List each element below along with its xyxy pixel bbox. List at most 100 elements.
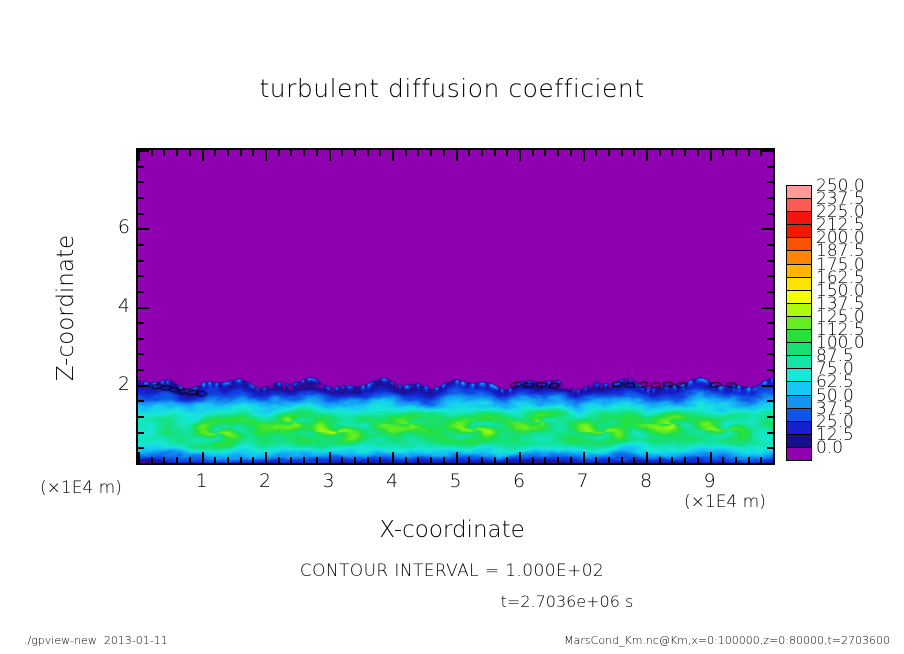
y-major-tick-right — [762, 150, 773, 152]
x-tick-label: 7 — [576, 470, 589, 492]
x-tick-label: 2 — [258, 470, 272, 492]
x-minor-tick — [506, 457, 508, 463]
y-major-tick — [138, 307, 149, 309]
colorbar-tick-label: 25.0 — [816, 411, 854, 432]
colorbar-band — [786, 368, 812, 383]
x-minor-tick-top — [671, 150, 673, 156]
x-minor-tick-top — [722, 150, 724, 156]
colorbar-band — [786, 237, 812, 252]
x-minor-tick — [252, 457, 254, 463]
y-minor-tick-right — [767, 260, 773, 262]
y-minor-tick-right — [767, 400, 773, 402]
x-minor-tick-top — [176, 150, 178, 156]
x-minor-tick — [671, 457, 673, 463]
x-major-tick — [138, 452, 140, 463]
x-major-tick-top — [646, 150, 648, 161]
y-minor-tick-right — [767, 291, 773, 293]
x-major-tick — [392, 452, 394, 463]
footer-dataset-label: MarsCond_Km.nc@Km,x=0:100000,z=0:80000,t… — [564, 634, 890, 647]
y-minor-tick — [138, 322, 144, 324]
x-minor-tick-top — [341, 150, 343, 156]
x-tick-label: 5 — [449, 470, 462, 492]
x-minor-tick-top — [570, 150, 572, 156]
x-minor-tick — [633, 457, 635, 463]
y-minor-tick-right — [767, 353, 773, 355]
colorbar-band — [786, 198, 812, 213]
colorbar-band — [786, 224, 812, 239]
y-minor-tick-right — [767, 213, 773, 215]
y-tick-label: 2 — [117, 372, 130, 395]
x-major-tick — [202, 452, 204, 463]
x-minor-tick-top — [405, 150, 407, 156]
y-minor-tick — [138, 432, 144, 434]
y-minor-tick-right — [767, 416, 773, 418]
colorbar-tick-label: 250.0 — [816, 176, 865, 196]
x-minor-tick-top — [760, 150, 762, 156]
x-minor-tick — [290, 457, 292, 463]
x-minor-tick — [163, 457, 165, 463]
x-minor-tick-top — [621, 150, 623, 156]
x-minor-tick-top — [544, 150, 546, 156]
x-minor-tick-top — [379, 150, 381, 156]
colorbar-band — [786, 289, 812, 304]
y-major-tick-right — [762, 307, 773, 309]
colorbar-band — [786, 446, 812, 461]
y-minor-tick-right — [767, 181, 773, 183]
colorbar-tick-label: 225.0 — [816, 202, 865, 223]
contour-interval-label: CONTOUR INTERVAL = 1.000E+02 — [299, 561, 605, 581]
colorbar-band — [786, 185, 812, 200]
plot-area[interactable] — [136, 148, 775, 465]
x-minor-tick-top — [354, 150, 356, 156]
x-minor-tick-top — [684, 150, 686, 156]
x-minor-tick — [532, 457, 534, 463]
x-minor-tick-top — [151, 150, 153, 156]
x-minor-tick-top — [506, 150, 508, 156]
page-title: turbulent diffusion coefficient — [259, 74, 645, 103]
colorbar-band — [786, 329, 812, 344]
colorbar-tick-label: 50.0 — [816, 385, 854, 406]
y-minor-tick-right — [767, 369, 773, 371]
colorbar-tick-label: 112.5 — [816, 320, 865, 341]
x-tick-label: 8 — [639, 470, 653, 492]
colorbar-tick-label: 125.0 — [816, 306, 865, 327]
colorbar-tick-label: 200.0 — [816, 228, 865, 249]
colorbar-tick-label: 75.0 — [816, 359, 854, 380]
y-major-tick — [138, 150, 149, 152]
y-minor-tick — [138, 291, 144, 293]
y-minor-tick-right — [767, 338, 773, 340]
colorbar-band — [786, 211, 812, 226]
x-minor-tick — [735, 457, 737, 463]
x-minor-tick — [405, 457, 407, 463]
y-minor-tick — [138, 260, 144, 262]
y-minor-tick-right — [767, 447, 773, 449]
x-minor-tick-top — [659, 150, 661, 156]
x-minor-tick-top — [735, 150, 737, 156]
colorbar-tick-label: 87.5 — [816, 346, 854, 367]
x-minor-tick — [367, 457, 369, 463]
x-minor-tick-top — [417, 150, 419, 156]
x-major-tick-top — [710, 150, 712, 161]
colorbar[interactable]: 250.0 237.5 225.0 212.5 200.0 187.5 175.0 162.5… — [786, 178, 865, 461]
y-major-tick-right — [762, 385, 773, 387]
x-major-tick — [773, 452, 775, 463]
x-major-tick — [519, 452, 521, 463]
x-minor-tick — [354, 457, 356, 463]
y-minor-tick — [138, 213, 144, 215]
x-major-tick — [710, 452, 712, 463]
x-minor-tick-top — [748, 150, 750, 156]
x-axis-units-label: (×1E4 m) — [684, 492, 766, 512]
colorbar-tick-label: 137.5 — [816, 293, 865, 314]
y-major-tick — [138, 385, 149, 387]
x-axis-title: X-coordinate — [379, 517, 525, 543]
x-major-tick — [646, 452, 648, 463]
x-minor-tick — [659, 457, 661, 463]
x-major-tick — [583, 452, 585, 463]
x-minor-tick — [443, 457, 445, 463]
x-minor-tick-top — [252, 150, 254, 156]
y-minor-tick-right — [767, 275, 773, 277]
x-minor-tick-top — [697, 150, 699, 156]
colorbar-tick-label: 12.5 — [816, 424, 854, 445]
x-minor-tick — [760, 457, 762, 463]
x-tick-label: 4 — [385, 470, 399, 492]
